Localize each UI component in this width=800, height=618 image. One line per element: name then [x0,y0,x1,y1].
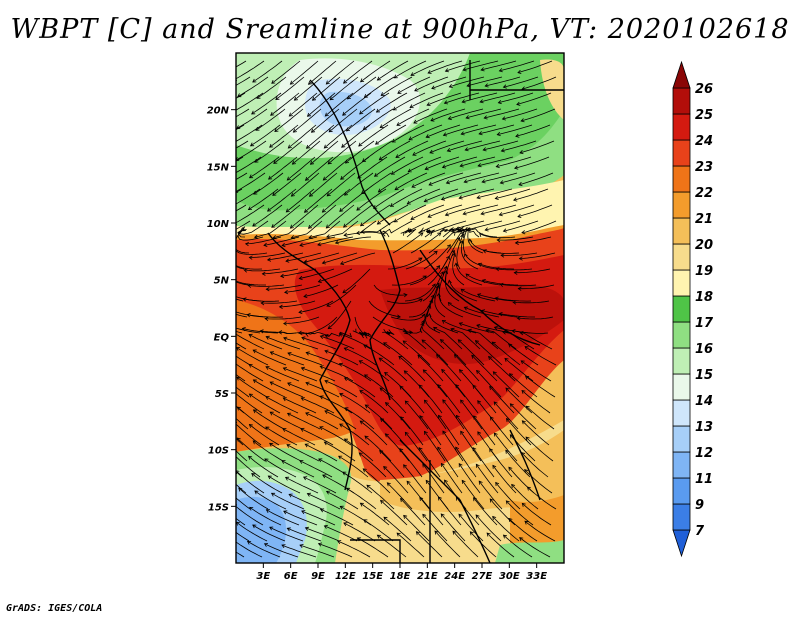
colorbar-label: 21 [695,212,713,227]
colorbar-label: 25 [695,108,713,123]
colorbar-swatch [672,399,691,427]
colorbar-swatch [672,477,691,505]
lat-tick-label: 10N [207,219,230,230]
colorbar-swatch [672,269,691,297]
lat-tick-label: 20N [207,106,230,117]
colorbar-swatch [672,191,691,219]
lon-tick-label: 15E [362,571,383,582]
lon-tick-label: 6E [284,571,298,582]
lat-tick-label: 10S [208,446,229,457]
colorbar-label: 7 [695,524,705,539]
lon-tick-label: 27E [472,571,493,582]
lat-tick-label: 5N [214,276,230,287]
lon-tick-label: 3E [256,571,270,582]
colorbar-swatch [672,139,691,167]
wbpt-shaded-field [236,53,564,563]
colorbar: 7 9 11 12 13 14 15 16 17 18 19 20 21 22 23 24 25 26 [672,60,714,558]
country-borders [267,60,564,563]
colorbar-swatch [672,243,691,271]
colorbar-label: 14 [695,394,713,409]
colorbar-label: 15 [695,368,713,383]
colorbar-swatch [672,60,691,89]
colorbar-swatch [672,165,691,193]
colorbar-label: 12 [695,446,713,461]
colorbar-label: 26 [695,82,713,97]
lon-tick-label: 12E [335,571,356,582]
colorbar-swatch [672,503,691,531]
colorbar-label: 13 [695,420,713,435]
colorbar-label: 23 [695,160,713,175]
colorbar-swatch [672,451,691,479]
colorbar-swatch [672,425,691,453]
colorbar-swatch [672,113,691,141]
colorbar-label: 16 [695,342,713,357]
lat-tick-label: 15S [208,502,229,513]
colorbar-label: 22 [695,186,713,201]
lon-tick-label: 24E [444,571,465,582]
lon-tick-label: 30E [499,571,520,582]
longitude-axis: 3E 6E 9E 12E 15E 18E 21E 24E 27E 30E 33E [256,563,547,582]
chart-title: WBPT [C] and Sreamline at 900hPa, VT: 20… [10,14,790,45]
lat-tick-label: 15N [207,162,230,173]
lat-tick-label: 5S [215,389,229,400]
colorbar-label: 19 [695,264,713,279]
colorbar-label: 24 [695,134,713,149]
credit-text: GrADS: IGES/COLA [6,603,103,614]
streamlines [236,60,557,558]
colorbar-swatch [672,295,691,323]
colorbar-label: 11 [695,472,713,487]
lon-tick-label: 21E [417,571,438,582]
colorbar-swatch [672,529,691,558]
latitude-axis: 20N 15N 10N 5N EQ 5S 10S 15S [207,106,236,513]
lon-tick-label: 18E [390,571,411,582]
colorbar-swatch [672,217,691,245]
colorbar-swatch [672,87,691,115]
lon-tick-label: 9E [311,571,325,582]
lon-tick-label: 33E [526,571,547,582]
colorbar-label: 20 [695,238,713,253]
lat-tick-label: EQ [214,332,230,343]
colorbar-label: 17 [695,316,714,331]
colorbar-swatch [672,373,691,401]
colorbar-swatch [672,347,691,375]
colorbar-swatch [672,321,691,349]
colorbar-label: 9 [695,498,704,513]
colorbar-label: 18 [695,290,713,305]
